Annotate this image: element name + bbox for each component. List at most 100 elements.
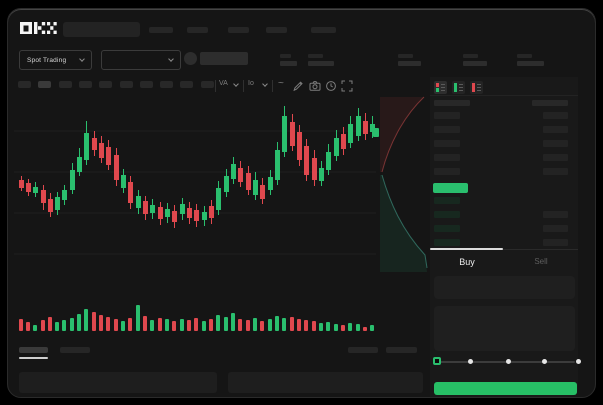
orderbook-header-price bbox=[434, 100, 470, 106]
timeframe-button[interactable] bbox=[140, 81, 153, 88]
pair-dropdown[interactable] bbox=[101, 50, 181, 70]
timeframe-button[interactable] bbox=[99, 81, 112, 88]
tab-buy[interactable]: Buy bbox=[459, 257, 475, 267]
stat-value-placeholder bbox=[398, 61, 421, 66]
stat-value-placeholder bbox=[280, 61, 297, 66]
row-line bbox=[477, 87, 481, 88]
bid-price-placeholder[interactable] bbox=[434, 225, 460, 232]
stat-value-placeholder bbox=[463, 61, 487, 66]
chevron-down-icon bbox=[168, 56, 174, 62]
stat-label-placeholder bbox=[398, 54, 413, 58]
stat-label-placeholder bbox=[517, 54, 532, 58]
timeframe-button[interactable] bbox=[180, 81, 193, 88]
stat-label-placeholder bbox=[280, 54, 291, 58]
nav-item-placeholder[interactable] bbox=[266, 27, 287, 33]
ask-price-placeholder[interactable] bbox=[434, 126, 460, 133]
book-split-icon[interactable] bbox=[434, 81, 447, 94]
row-line bbox=[459, 90, 463, 91]
ask-amount-placeholder bbox=[543, 154, 568, 161]
ask-amount-placeholder bbox=[543, 126, 568, 133]
row-line bbox=[477, 90, 481, 91]
toolbar-divider bbox=[215, 80, 216, 92]
ask-price-placeholder[interactable] bbox=[434, 140, 460, 147]
timeframe-button[interactable] bbox=[59, 81, 72, 88]
clock-icon[interactable] bbox=[325, 80, 337, 92]
slider-step-dot[interactable] bbox=[506, 359, 511, 364]
trading-mode-label: Spot Trading bbox=[27, 56, 67, 64]
ask-color-swatch bbox=[436, 83, 439, 87]
bid-price-placeholder[interactable] bbox=[434, 211, 460, 218]
toolbar-divider bbox=[272, 80, 273, 92]
row-line bbox=[459, 87, 463, 88]
last-price-badge[interactable] bbox=[433, 183, 468, 193]
pair-name-placeholder bbox=[200, 52, 248, 65]
expand-icon[interactable] bbox=[341, 80, 353, 92]
slider-step-dot[interactable] bbox=[468, 359, 473, 364]
bottom-action-placeholder[interactable] bbox=[348, 347, 378, 353]
slider-step-dot[interactable] bbox=[576, 359, 581, 364]
ask-amount-placeholder bbox=[543, 140, 568, 147]
nav-item-placeholder[interactable] bbox=[228, 27, 249, 33]
row-line bbox=[459, 84, 463, 85]
stat-label-placeholder bbox=[308, 54, 323, 58]
line-tool-icon[interactable]: ~ bbox=[278, 78, 284, 89]
slider-handle[interactable] bbox=[433, 357, 441, 365]
tab-bar-divider bbox=[430, 249, 578, 250]
amount-input[interactable] bbox=[434, 306, 575, 351]
bottom-tab-underline bbox=[19, 357, 48, 359]
ask-amount-placeholder bbox=[543, 168, 568, 175]
stat-value-placeholder bbox=[308, 61, 334, 66]
bottom-tab-active[interactable] bbox=[19, 347, 48, 353]
bid-price-placeholder[interactable] bbox=[434, 239, 460, 246]
timeframe-button[interactable] bbox=[201, 81, 214, 88]
toolbar-divider bbox=[243, 80, 244, 92]
overlay-dropdown[interactable]: VA bbox=[219, 80, 228, 87]
row-line bbox=[441, 84, 445, 85]
bid-color-swatch bbox=[436, 88, 439, 92]
pencil-icon[interactable] bbox=[292, 80, 304, 92]
bid-amount-placeholder bbox=[543, 225, 568, 232]
ticker-search-box[interactable] bbox=[63, 22, 140, 37]
panel-divider bbox=[430, 95, 578, 96]
trading-mode-dropdown[interactable]: Spot Trading bbox=[19, 50, 92, 70]
timeframe-button[interactable] bbox=[120, 81, 133, 88]
row-line bbox=[441, 90, 445, 91]
timeframe-button[interactable] bbox=[160, 81, 173, 88]
color-swatch bbox=[454, 83, 457, 92]
bid-price-placeholder[interactable] bbox=[434, 197, 460, 204]
book-sell-icon[interactable] bbox=[470, 81, 483, 94]
orderbook-header-amount bbox=[532, 100, 568, 106]
timeframe-button[interactable] bbox=[79, 81, 92, 88]
ask-price-placeholder[interactable] bbox=[434, 168, 460, 175]
chevron-down-icon bbox=[79, 56, 85, 62]
bid-amount-placeholder bbox=[543, 211, 568, 218]
color-swatch bbox=[472, 83, 475, 92]
price-input[interactable] bbox=[434, 276, 575, 299]
ask-price-placeholder[interactable] bbox=[434, 154, 460, 161]
bid-amount-placeholder bbox=[543, 239, 568, 246]
bottom-action-placeholder[interactable] bbox=[386, 347, 417, 353]
ask-amount-placeholder bbox=[543, 112, 568, 119]
row-line bbox=[477, 84, 481, 85]
nav-item-placeholder[interactable] bbox=[149, 27, 173, 33]
book-buy-icon[interactable] bbox=[452, 81, 465, 94]
ask-price-placeholder[interactable] bbox=[434, 112, 460, 119]
buy-submit-button[interactable] bbox=[434, 382, 577, 395]
coin-icon bbox=[184, 52, 197, 65]
bottom-tab[interactable] bbox=[60, 347, 90, 353]
nav-item-placeholder[interactable] bbox=[311, 27, 336, 33]
tab-sell[interactable]: Sell bbox=[534, 257, 548, 266]
okx-logo[interactable] bbox=[20, 21, 57, 35]
timeframe-button[interactable] bbox=[18, 81, 31, 88]
nav-item-placeholder[interactable] bbox=[187, 27, 208, 33]
timeframe-button[interactable] bbox=[38, 81, 51, 88]
indicator-dropdown[interactable]: Io bbox=[248, 80, 254, 87]
bottom-panel-left bbox=[19, 372, 217, 393]
slider-step-dot[interactable] bbox=[542, 359, 547, 364]
active-tab-indicator bbox=[430, 248, 503, 250]
stat-value-placeholder bbox=[517, 61, 544, 66]
bottom-panel-right bbox=[228, 372, 423, 393]
row-line bbox=[441, 87, 445, 88]
camera-icon[interactable] bbox=[309, 80, 321, 92]
